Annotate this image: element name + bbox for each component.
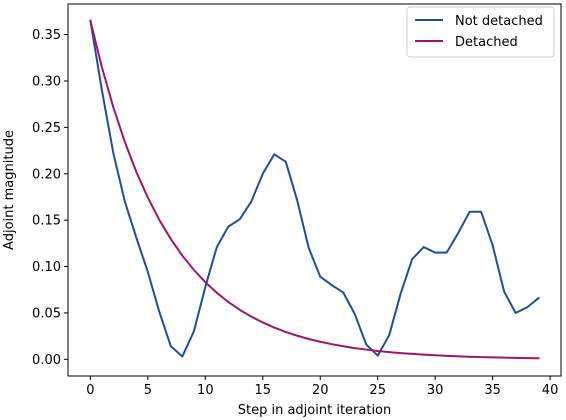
x-tick-label: 5 [144,383,152,398]
x-axis-ticks: 0 5 10 15 20 25 30 35 40 [86,376,558,398]
x-tick-label: 20 [312,383,329,398]
y-axis-label: Adjoint magnitude [2,130,17,250]
series-line-1 [89,19,540,358]
x-tick-label: 15 [255,383,272,398]
x-axis-label: Step in adjoint iteration [238,403,392,418]
y-tick-label: 0.05 [32,306,61,321]
y-axis-ticks: 0.00 0.05 0.10 0.15 0.20 0.25 0.30 0.35 [32,28,68,368]
axes-frame [67,3,562,377]
y-tick-label: 0.20 [32,167,61,182]
y-tick-label: 0.10 [32,260,61,275]
plot-frame [67,3,562,377]
legend-box [406,6,555,58]
legend: Not detached Detached [406,6,555,58]
y-tick-label: 0.00 [32,353,61,368]
x-tick-label: 25 [369,383,386,398]
y-tick-label: 0.30 [32,74,61,89]
y-tick-label: 0.15 [32,214,61,229]
x-tick-label: 10 [197,383,214,398]
x-tick-label: 35 [484,383,501,398]
x-tick-label: 30 [427,383,444,398]
legend-label-2: Detached [455,35,518,50]
x-tick-label: 0 [86,383,94,398]
legend-label-1: Not detached [455,14,543,29]
plot-lines [89,19,540,360]
series-line-2 [89,19,540,360]
y-tick-label: 0.35 [32,28,61,43]
x-tick-label: 40 [542,383,559,398]
y-tick-label: 0.25 [32,121,61,136]
